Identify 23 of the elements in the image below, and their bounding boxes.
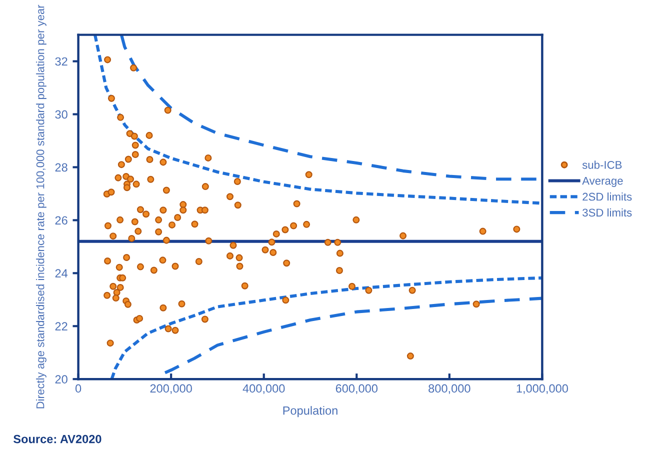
y-tick-label: 30 (55, 110, 68, 119)
legend-label: sub-ICB (582, 160, 622, 169)
x-tick-label: 800,000 (428, 384, 470, 394)
y-tick-label: 28 (55, 163, 68, 172)
line-series (93, 34, 542, 205)
legend-label: Average (582, 177, 623, 187)
legend-label: 2SD limits (582, 192, 632, 201)
x-tick-label: 0 (75, 384, 82, 393)
y-tick-label: 26 (55, 216, 68, 225)
line-series (110, 276, 542, 380)
x-tick-label: 400,000 (242, 384, 285, 394)
source-note: Source: AV2020 (14, 434, 102, 444)
x-tick-label: 200,000 (150, 384, 192, 394)
y-tick-label: 20 (55, 375, 68, 384)
x-tick-label: 1,000,000 (516, 384, 568, 394)
x-tick-label: 600,000 (336, 384, 378, 394)
y-tick-label: 22 (55, 322, 68, 330)
line-series (164, 296, 542, 374)
y-tick-label: 24 (55, 269, 68, 278)
legend-label: 3SD limits (582, 208, 632, 217)
y-axis-title: Directly age standardised incidence rate per 100,000 standard population per year (36, 4, 46, 408)
y-tick-label: 32 (55, 57, 68, 66)
x-axis-title: Population (283, 406, 338, 418)
